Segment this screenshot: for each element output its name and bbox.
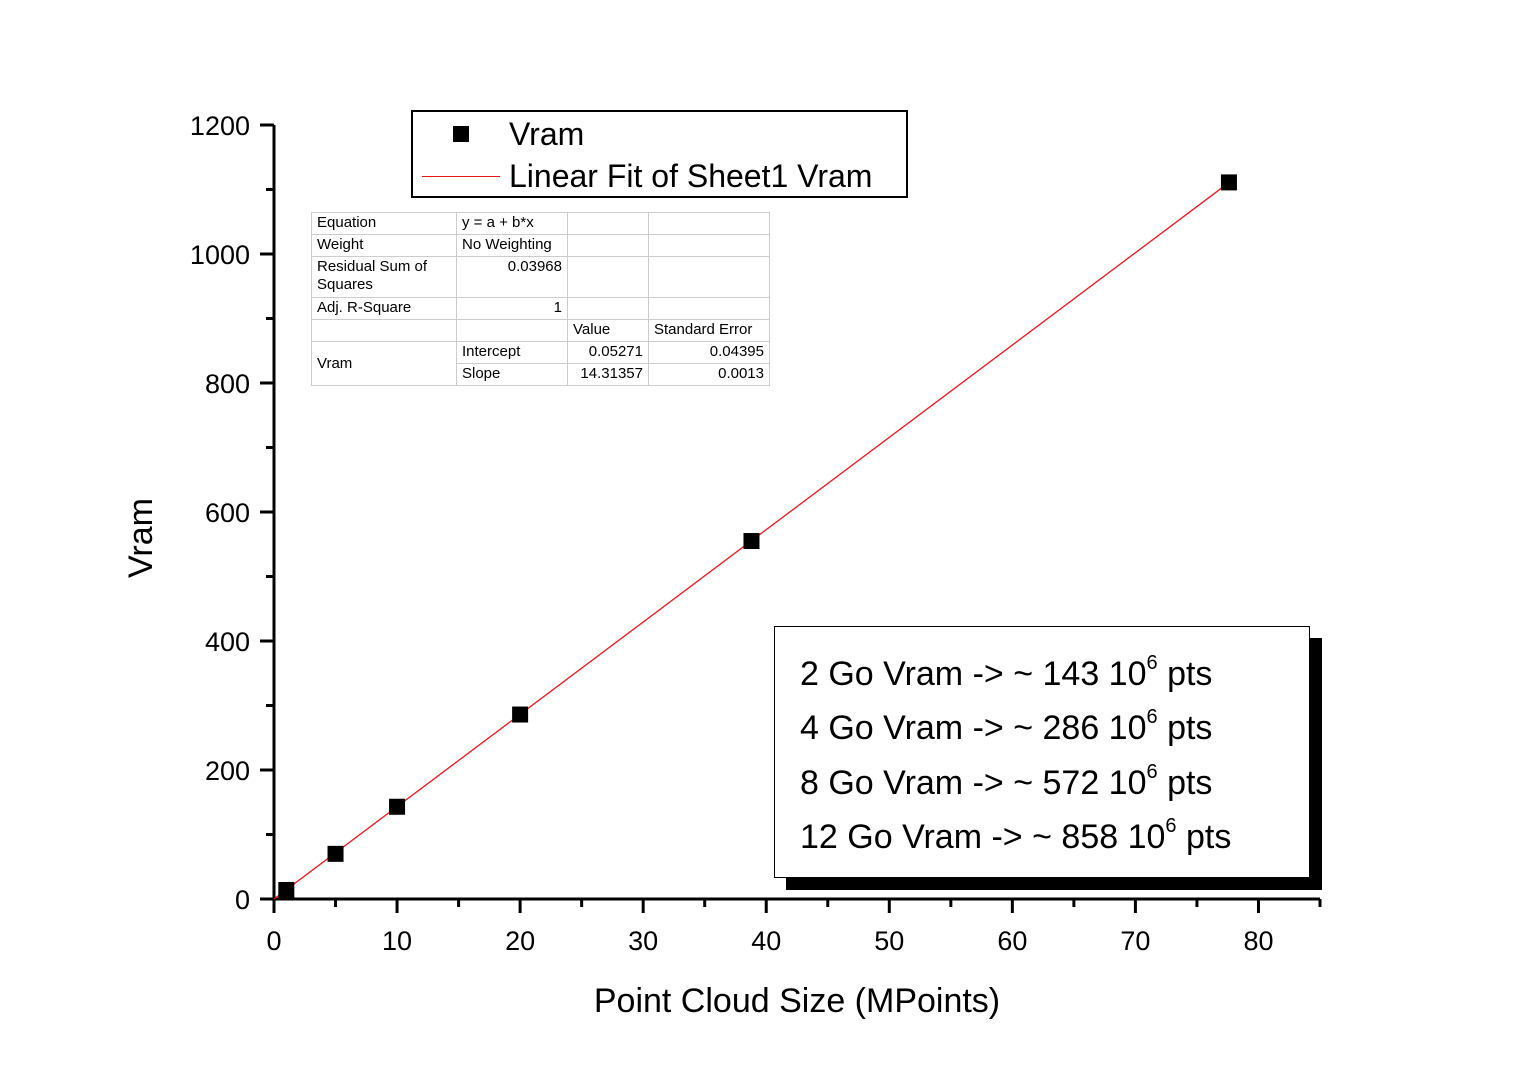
line-marker-icon bbox=[422, 175, 500, 177]
table-row: Equation y = a + b*x bbox=[311, 212, 770, 235]
legend-entry-fit: Linear Fit of Sheet1 Vram bbox=[413, 155, 872, 197]
table-cell: Vram bbox=[311, 341, 457, 386]
table-cell: Slope bbox=[456, 363, 568, 386]
x-tick-label: 10 bbox=[382, 926, 412, 956]
annotation-line: 8 Go Vram -> ~ 572 106 pts bbox=[800, 760, 1213, 802]
table-cell: Value bbox=[567, 319, 649, 342]
table-cell: 0.04395 bbox=[648, 341, 770, 364]
data-point bbox=[743, 533, 760, 550]
table-row: Value Standard Error bbox=[311, 319, 770, 342]
annotation-box: 2 Go Vram -> ~ 143 106 pts 4 Go Vram -> … bbox=[774, 626, 1310, 878]
table-cell: 0.03968 bbox=[456, 256, 568, 298]
data-point bbox=[1220, 174, 1237, 191]
annotation-line: 4 Go Vram -> ~ 286 106 pts bbox=[800, 705, 1213, 747]
table-cell: y = a + b*x bbox=[456, 212, 568, 235]
legend-label: Vram bbox=[509, 115, 585, 152]
y-tick-label: 400 bbox=[205, 627, 250, 657]
x-tick-label: 40 bbox=[751, 926, 781, 956]
x-tick-label: 60 bbox=[997, 926, 1027, 956]
data-point bbox=[327, 845, 344, 862]
y-tick-label: 600 bbox=[205, 498, 250, 528]
data-point bbox=[389, 798, 406, 815]
table-row: Weight No Weighting bbox=[311, 234, 770, 257]
data-point bbox=[512, 706, 529, 723]
table-cell: Equation bbox=[311, 212, 457, 235]
legend-label: Linear Fit of Sheet1 Vram bbox=[509, 157, 873, 194]
legend: Vram Linear Fit of Sheet1 Vram bbox=[411, 110, 908, 198]
data-point bbox=[278, 881, 295, 898]
table-cell: Intercept bbox=[456, 341, 568, 364]
table-cell: Weight bbox=[311, 234, 457, 257]
table-cell: 1 bbox=[456, 297, 568, 320]
table-cell: 14.31357 bbox=[567, 363, 649, 386]
table-cell: Standard Error bbox=[648, 319, 770, 342]
x-tick-label: 50 bbox=[874, 926, 904, 956]
annotation-line: 12 Go Vram -> ~ 858 106 pts bbox=[800, 814, 1232, 856]
y-tick-label: 0 bbox=[235, 885, 250, 915]
table-row: Adj. R-Square 1 bbox=[311, 297, 770, 320]
x-tick-label: 0 bbox=[266, 926, 281, 956]
square-marker-icon bbox=[453, 126, 469, 142]
table-cell: Adj. R-Square bbox=[311, 297, 457, 320]
table-row: Residual Sum of Squares 0.03968 bbox=[311, 256, 770, 298]
fit-results-table: Equation y = a + b*x Weight No Weighting R… bbox=[311, 212, 770, 386]
table-cell: No Weighting bbox=[456, 234, 568, 257]
legend-entry-vram: Vram bbox=[413, 113, 584, 155]
x-tick-label: 80 bbox=[1243, 926, 1273, 956]
y-tick-label: 800 bbox=[205, 369, 250, 399]
y-tick-label: 1200 bbox=[190, 111, 250, 141]
x-tick-label: 30 bbox=[628, 926, 658, 956]
table-cell: 0.0013 bbox=[648, 363, 770, 386]
table-cell: 0.05271 bbox=[567, 341, 649, 364]
x-tick-label: 20 bbox=[505, 926, 535, 956]
x-tick-label: 70 bbox=[1120, 926, 1150, 956]
data-marks bbox=[273, 174, 1237, 900]
y-tick-label: 1000 bbox=[190, 240, 250, 270]
table-row: Vram Intercept 0.05271 0.04395 bbox=[311, 341, 770, 386]
x-axis-title: Point Cloud Size (MPoints) bbox=[594, 982, 1000, 1020]
annotation-line: 2 Go Vram -> ~ 143 106 pts bbox=[800, 651, 1213, 693]
y-axis-title: Vram bbox=[122, 498, 160, 578]
table-cell: Residual Sum of Squares bbox=[311, 256, 457, 298]
table-row: Slope 14.31357 0.0013 bbox=[312, 363, 770, 386]
y-tick-label: 200 bbox=[205, 756, 250, 786]
